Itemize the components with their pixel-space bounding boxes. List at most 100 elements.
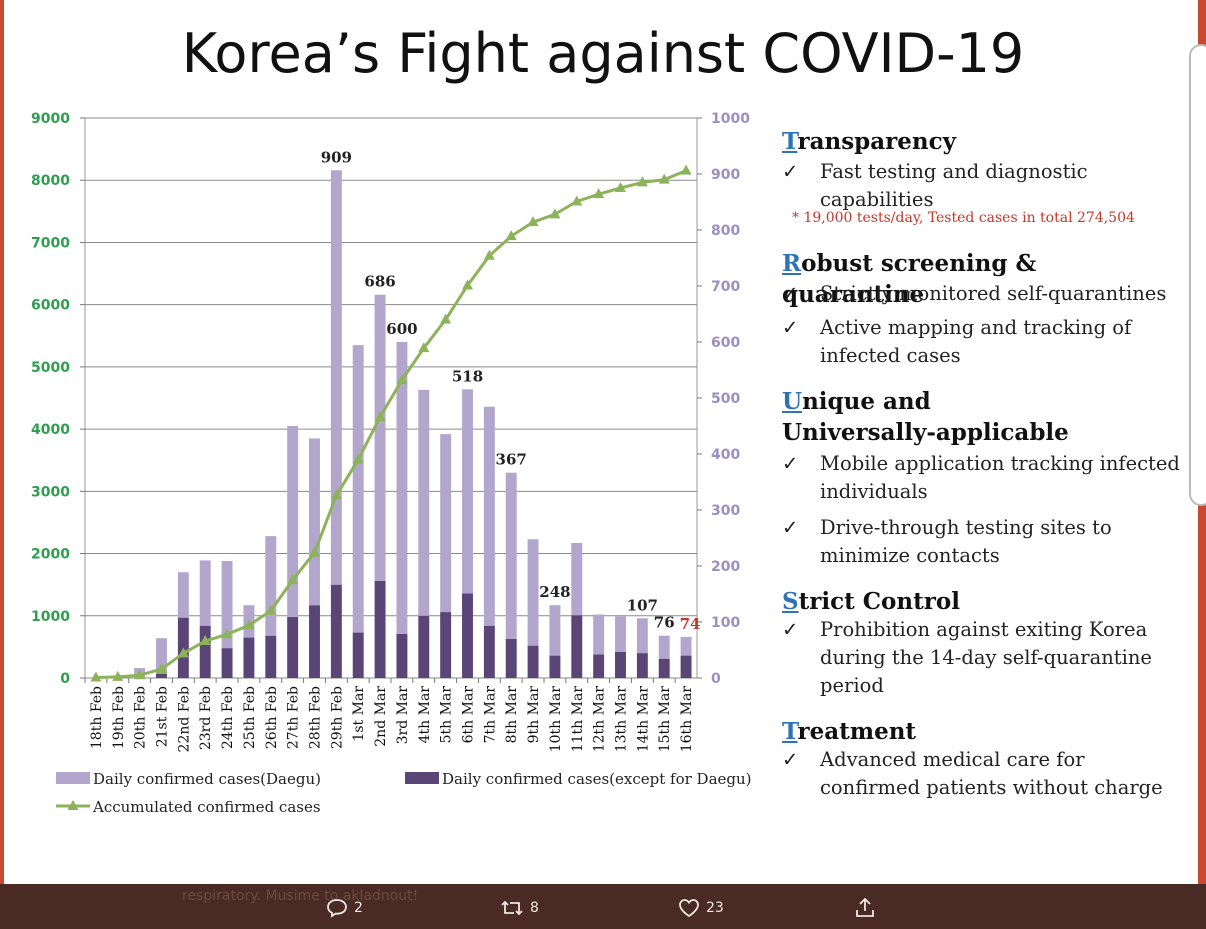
bar-daegu — [287, 426, 299, 618]
legend-swatch-daegu — [56, 772, 90, 784]
bar-except-daegu — [440, 612, 452, 678]
y-right-tick-label: 400 — [711, 447, 740, 463]
bar-except-daegu — [221, 648, 233, 678]
slide-title: Korea’s Fight against COVID-19 — [181, 22, 1025, 85]
checkmark-icon: ✓ — [782, 452, 799, 475]
bullet-text: Strictly monitored self-quarantines — [820, 282, 1167, 305]
x-tick-label: 24th Feb — [220, 686, 236, 749]
bar-except-daegu — [352, 632, 364, 678]
reply-icon — [327, 899, 347, 918]
ghost-tweet-text: respiratory. Musime to akladnout! — [182, 888, 419, 904]
accumulated-marker — [90, 671, 102, 682]
accumulated-marker — [287, 574, 299, 584]
x-tick-label: 25th Feb — [242, 686, 258, 749]
data-label: 518 — [452, 367, 483, 385]
y-left-tick-label: 2000 — [31, 547, 70, 563]
bar-except-daegu — [593, 654, 605, 678]
y-right-tick-label: 300 — [711, 503, 740, 519]
y-left-tick-label: 9000 — [31, 111, 70, 127]
share-button[interactable] — [854, 897, 876, 918]
bar-daegu — [571, 542, 583, 616]
reply-button[interactable]: 2 — [326, 898, 363, 918]
bullet-text: Prohibition against exiting Korea during… — [820, 618, 1152, 697]
x-tick-label: 12th Mar — [592, 686, 608, 753]
y-right-tick-label: 1000 — [711, 111, 750, 127]
slide — [4, 0, 1198, 884]
x-tick-label: 26th Feb — [264, 686, 280, 749]
y-right-tick-label: 800 — [711, 223, 740, 239]
section-title: nique and Universally-applicable — [782, 388, 1069, 446]
bullet-text: Fast testing and diagnostic capabilities — [820, 160, 1088, 211]
y-right-tick-label: 500 — [711, 391, 740, 407]
accumulated-marker — [352, 453, 364, 464]
retweet-count: 8 — [530, 900, 539, 916]
bar-daegu — [177, 572, 189, 618]
data-label: 76 — [654, 614, 675, 632]
bar-daegu — [680, 636, 692, 656]
x-tick-label: 8th Mar — [504, 686, 520, 744]
bar-daegu — [462, 389, 473, 594]
x-tick-label: 3rd Mar — [395, 686, 411, 745]
y-left-tick-label: 8000 — [31, 173, 70, 189]
checkmark-icon: ✓ — [782, 748, 799, 771]
x-tick-label: 19th Feb — [111, 686, 127, 749]
bar-except-daegu — [549, 655, 561, 678]
bar-daegu — [418, 389, 430, 616]
y-right-tick-label: 900 — [711, 167, 740, 183]
bar-except-daegu — [615, 651, 626, 678]
accumulated-marker — [636, 176, 648, 187]
bar-except-daegu — [265, 635, 277, 678]
y-left-tick-label: 6000 — [31, 298, 70, 314]
accumulated-marker — [221, 628, 233, 639]
bar-daegu — [221, 561, 233, 649]
bar-except-daegu — [418, 615, 430, 678]
x-tick-label: 23rd Feb — [198, 686, 214, 750]
accumulated-marker — [593, 188, 605, 199]
x-tick-label: 14th Mar — [635, 686, 651, 753]
section-initial: S — [782, 588, 799, 615]
bar-except-daegu — [374, 580, 386, 678]
bar-daegu — [396, 342, 408, 634]
x-tick-label: 5th Mar — [439, 686, 455, 744]
data-label: 248 — [539, 583, 570, 601]
data-label: 107 — [627, 596, 658, 614]
bar-daegu — [440, 434, 452, 613]
tweet-action-bar — [0, 884, 1206, 929]
y-right-tick-label: 600 — [711, 335, 740, 351]
bar-except-daegu — [658, 658, 670, 678]
accumulated-marker — [265, 604, 277, 615]
y-right-tick-label: 200 — [711, 559, 740, 575]
bar-daegu — [593, 614, 605, 655]
data-label: 909 — [321, 148, 352, 166]
legend-label: Daily confirmed cases(except for Daegu) — [442, 770, 752, 788]
y-right-tick-label: 0 — [711, 671, 721, 687]
bar-except-daegu — [309, 605, 320, 678]
bar-daegu — [658, 635, 670, 659]
bar-except-daegu — [330, 584, 342, 678]
retweet-button[interactable]: 8 — [500, 898, 539, 918]
checkmark-icon: ✓ — [782, 282, 799, 305]
y-left-tick-label: 4000 — [31, 422, 70, 438]
section-initial: T — [782, 718, 798, 745]
legend-marker-accumulated — [67, 800, 79, 810]
accumulated-marker — [199, 635, 211, 646]
like-button[interactable]: 23 — [678, 898, 724, 918]
x-tick-label: 20th Feb — [133, 686, 149, 749]
bar-daegu — [483, 406, 495, 626]
bullet-text: Active mapping and tracking of infected … — [820, 316, 1132, 367]
accumulated-marker — [396, 374, 408, 385]
x-tick-label: 29th Feb — [329, 686, 345, 749]
bar-daegu — [615, 616, 626, 652]
bar-daegu — [265, 536, 277, 636]
x-tick-label: 13th Mar — [614, 686, 630, 753]
covid-chart: 0 1000 2000 3000 4000 5000 6000 7000 8000 9000 0 10… — [31, 111, 752, 816]
scrollbar[interactable] — [1189, 44, 1206, 506]
section-heading: Unique and Universally-applicable — [782, 386, 1082, 448]
accumulated-marker — [330, 489, 342, 500]
data-label: 600 — [386, 320, 417, 338]
bar-daegu — [505, 472, 517, 639]
bar-daegu — [374, 294, 386, 581]
testing-note: * 19,000 tests/day, Tested cases in tota… — [792, 210, 1135, 226]
section-initial: R — [782, 250, 802, 277]
checkmark-icon: ✓ — [782, 516, 799, 539]
